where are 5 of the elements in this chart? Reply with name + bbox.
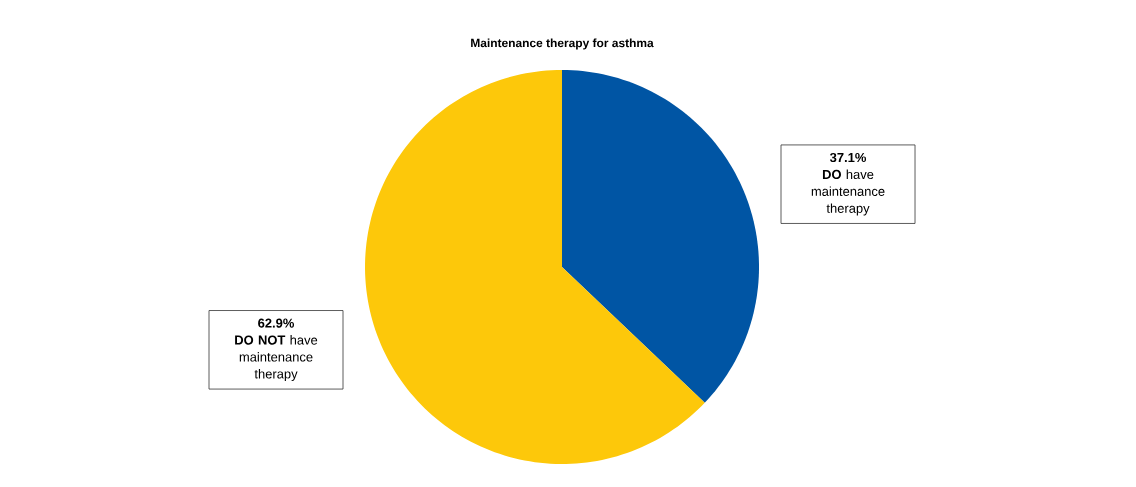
slice-label: DO NOT have maintenance therapy [235, 335, 318, 382]
slice-label: DO have maintenance therapy [811, 169, 885, 216]
data-label: 62.9% [258, 318, 295, 328]
data-label: 37.1% [829, 152, 867, 163]
chart-title: Maintenance therapy for asthma [471, 38, 654, 50]
